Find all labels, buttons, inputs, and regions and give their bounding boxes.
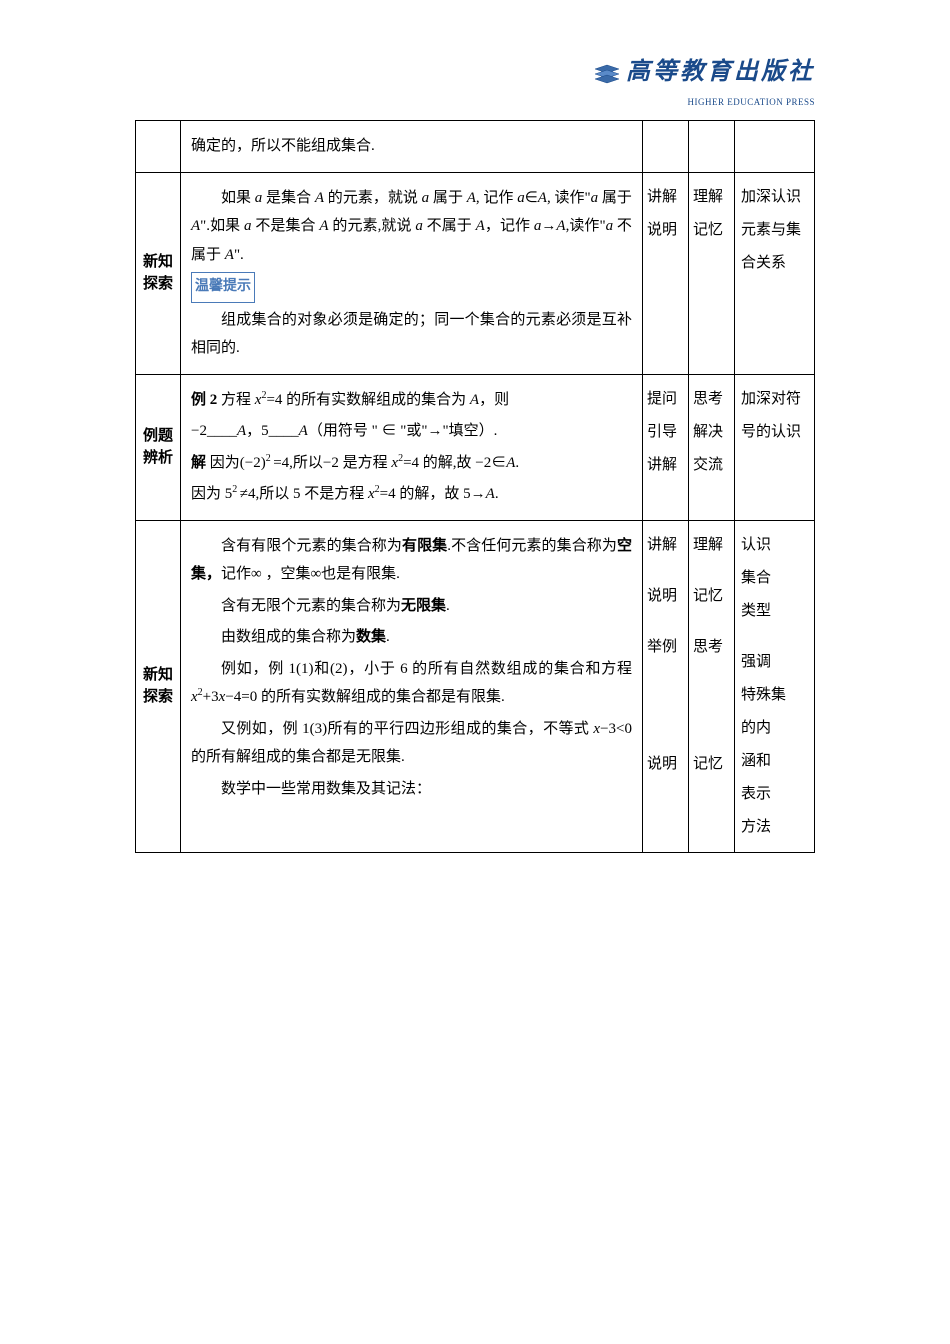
teacher-action — [643, 121, 689, 173]
table-row: 新知探索 如果 a 是集合 A 的元素，就说 a 属于 A, 记作 a∈A, 读… — [136, 172, 815, 374]
row-content: 如果 a 是集合 A 的元素，就说 a 属于 A, 记作 a∈A, 读作"a 属… — [181, 172, 643, 374]
tip-label-wrap: 温馨提示 — [191, 272, 632, 303]
content-text: 由数组成的集合称为数集. — [191, 623, 632, 652]
publisher-name-en: HIGHER EDUCATION PRESS — [593, 94, 815, 111]
intent: 认识集合类型强调特殊集的内涵和表示方法 — [735, 520, 815, 852]
content-text: 解 因为(−2)2 =4,所以−2 是方程 x2=4 的解,故 −2∈A. — [191, 449, 632, 478]
teacher-action: 提问引导讲解 — [643, 374, 689, 520]
row-content: 例 2 方程 x2=4 的所有实数解组成的集合为 A，则 −2____A，5__… — [181, 374, 643, 520]
row-content: 确定的，所以不能组成集合. — [181, 121, 643, 173]
content-text: 含有无限个元素的集合称为无限集. — [191, 592, 632, 621]
intent: 加深认识元素与集合关系 — [735, 172, 815, 374]
tip-label: 温馨提示 — [191, 272, 255, 303]
publisher-name: 高等教育出版社 — [626, 50, 815, 96]
content-text: 因为 52 ≠4,所以 5 不是方程 x2=4 的解，故 5→A. — [191, 480, 632, 509]
content-text: 组成集合的对象必须是确定的；同一个集合的元素必须是互补相同的. — [191, 306, 632, 363]
row-label: 例题辨析 — [136, 374, 181, 520]
content-text: 又例如，例 1(3)所有的平行四边形组成的集合，不等式 x−3<0 的所有解组成… — [191, 715, 632, 772]
student-action: 理解记忆思考记忆 — [689, 520, 735, 852]
table-row: 例题辨析 例 2 方程 x2=4 的所有实数解组成的集合为 A，则 −2____… — [136, 374, 815, 520]
table-row: 新知探索 含有有限个元素的集合称为有限集.不含任何元素的集合称为空集，记作∞ ，… — [136, 520, 815, 852]
content-text: 确定的，所以不能组成集合. — [191, 132, 632, 161]
intent: 加深对符号的认识 — [735, 374, 815, 520]
row-label: 新知探索 — [136, 172, 181, 374]
intent — [735, 121, 815, 173]
student-action: 理解记忆 — [689, 172, 735, 374]
table-row: 确定的，所以不能组成集合. — [136, 121, 815, 173]
content-text: 含有有限个元素的集合称为有限集.不含任何元素的集合称为空集，记作∞ ，空集∞也是… — [191, 532, 632, 589]
row-label: 新知探索 — [136, 520, 181, 852]
student-action: 思考解决交流 — [689, 374, 735, 520]
content-text: 例 2 方程 x2=4 的所有实数解组成的集合为 A，则 — [191, 386, 632, 415]
content-text: 例如，例 1(1)和(2)，小于 6 的所有自然数组成的集合和方程 x2+3x−… — [191, 655, 632, 712]
row-label — [136, 121, 181, 173]
teacher-action: 讲解说明 — [643, 172, 689, 374]
teacher-action: 讲解说明举例说明 — [643, 520, 689, 852]
row-content: 含有有限个元素的集合称为有限集.不含任何元素的集合称为空集，记作∞ ，空集∞也是… — [181, 520, 643, 852]
content-text: 数学中一些常用数集及其记法： — [191, 775, 632, 804]
content-text: 如果 a 是集合 A 的元素，就说 a 属于 A, 记作 a∈A, 读作"a 属… — [191, 184, 632, 270]
header-logo: 高等教育出版社 HIGHER EDUCATION PRESS — [135, 50, 815, 115]
student-action — [689, 121, 735, 173]
publisher-logo-icon — [593, 61, 621, 85]
content-table: 确定的，所以不能组成集合. 新知探索 如果 a 是集合 A 的元素，就说 a 属… — [135, 120, 815, 853]
content-text: −2____A，5____A（用符号 " ∈ "或"→"填空）. — [191, 417, 632, 446]
